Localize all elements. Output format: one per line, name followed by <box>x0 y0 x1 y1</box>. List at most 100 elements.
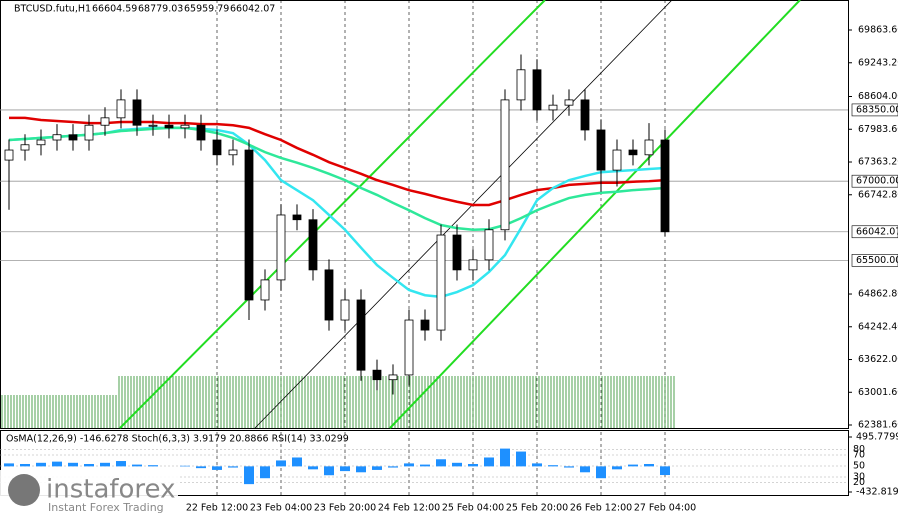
osma-bar <box>36 462 46 467</box>
osma-bar <box>548 465 558 467</box>
osma-bar <box>20 463 30 467</box>
header-value: 65959.79 <box>184 4 229 15</box>
pct-tick-label: 20 <box>853 477 865 488</box>
osma-bar <box>356 466 366 473</box>
osma-bar <box>100 462 110 467</box>
header-value: 66042.07 <box>230 4 275 15</box>
y-tick-label: 63001.60 <box>858 387 898 398</box>
candle-body <box>292 214 302 221</box>
y-tick-label: 62381.60 <box>858 420 898 431</box>
candle-body <box>388 374 398 381</box>
candle-body <box>628 149 638 156</box>
y-tick-label: 64242.40 <box>858 321 898 332</box>
x-tick-label: 23 Feb 20:00 <box>314 503 376 514</box>
indicator-title: OsMA(12,26,9) -146.6278 Stoch(6,3,3) 3.9… <box>6 434 349 445</box>
candle-body <box>420 319 430 331</box>
pct-tick-label: 50 <box>853 461 865 472</box>
candle-body <box>532 69 542 111</box>
x-tick-label: 26 Feb 12:00 <box>570 503 632 514</box>
candle-body <box>436 234 446 331</box>
candle-body <box>52 134 62 141</box>
y-tick-label: -432.8197 <box>856 487 898 498</box>
main-panel <box>0 0 849 429</box>
header-value: 68779.03 <box>138 4 183 15</box>
y-tick-label: 495.7799 <box>856 432 898 443</box>
channel-line <box>119 0 546 429</box>
candle-body <box>36 139 46 146</box>
osma-bar <box>628 464 638 467</box>
candle-body <box>596 129 606 171</box>
x-tick-label: 24 Feb 12:00 <box>378 503 440 514</box>
candle-body <box>4 149 14 161</box>
osma-bar <box>484 457 494 467</box>
y-tick-label: 64862.80 <box>858 289 898 300</box>
y-tick-label: 69863.60 <box>858 25 898 36</box>
candle-body <box>180 124 190 129</box>
x-tick-label: 25 Feb 20:00 <box>506 503 568 514</box>
osma-bar <box>228 466 238 468</box>
candle-body <box>84 124 94 141</box>
y-tick-label: 69243.20 <box>858 57 898 68</box>
osma-bar <box>644 463 654 467</box>
logo-text: instaforex <box>46 475 175 505</box>
logo-tagline: Instant Forex Trading <box>48 501 164 514</box>
candle-body <box>404 319 414 376</box>
candle-body <box>644 139 654 156</box>
candle-body <box>612 149 622 171</box>
osma-bar <box>660 466 670 476</box>
y-tick-label: 67983.60 <box>858 124 898 135</box>
logo-icon <box>8 474 40 506</box>
candle-body <box>372 369 382 381</box>
osma-bar <box>132 464 142 467</box>
candle-body <box>196 124 206 141</box>
candle-body <box>164 124 174 129</box>
osma-bar <box>68 462 78 467</box>
candle-body <box>132 99 142 126</box>
osma-bar <box>436 459 446 467</box>
osma-bar <box>500 448 510 467</box>
candle-body <box>260 279 270 301</box>
candle-body <box>516 69 526 101</box>
osma-bar <box>244 466 254 485</box>
x-tick-label: 22 Feb 12:00 <box>186 503 248 514</box>
y-tick-label: 68604.00 <box>858 91 898 102</box>
candle-body <box>212 139 222 156</box>
osma-bar <box>452 462 462 467</box>
osma-bar <box>196 466 206 469</box>
candle-body <box>308 219 318 271</box>
y-tick-label: 66742.80 <box>858 189 898 200</box>
osma-bar <box>308 466 318 470</box>
candle-body <box>68 134 78 141</box>
osma-bar <box>324 466 334 476</box>
pct-tick-label: 30 <box>853 472 865 483</box>
x-tick-label: 27 Feb 04:00 <box>634 503 696 514</box>
pct-tick-label: 80 <box>853 444 865 455</box>
osma-bar <box>388 466 398 468</box>
osma-bar <box>148 465 158 467</box>
candle-body <box>452 234 462 271</box>
candle-body <box>20 144 30 151</box>
candle-body <box>340 299 350 321</box>
osma-bar <box>404 463 414 467</box>
chart-title: BTCUSD.futu,H1 <box>14 4 91 15</box>
trend-line <box>254 0 673 429</box>
osma-bar <box>260 466 270 479</box>
level-label-box <box>851 225 898 239</box>
candle-body <box>324 269 334 321</box>
level-label: 65500.00 <box>856 255 898 266</box>
candle-body <box>148 124 158 127</box>
moving-average <box>8 126 666 232</box>
osma-bar <box>580 466 590 473</box>
osma-bar <box>468 463 478 467</box>
level-label: 67000.00 <box>856 176 898 187</box>
osma-bar <box>420 464 430 467</box>
candle-body <box>116 99 126 119</box>
osma-bar <box>564 466 574 468</box>
osma-bar <box>4 463 14 467</box>
osma-bar <box>84 463 94 467</box>
osma-bar <box>212 466 222 470</box>
osma-bar <box>52 461 62 467</box>
osma-bar <box>340 466 350 472</box>
channel-line <box>389 0 801 429</box>
